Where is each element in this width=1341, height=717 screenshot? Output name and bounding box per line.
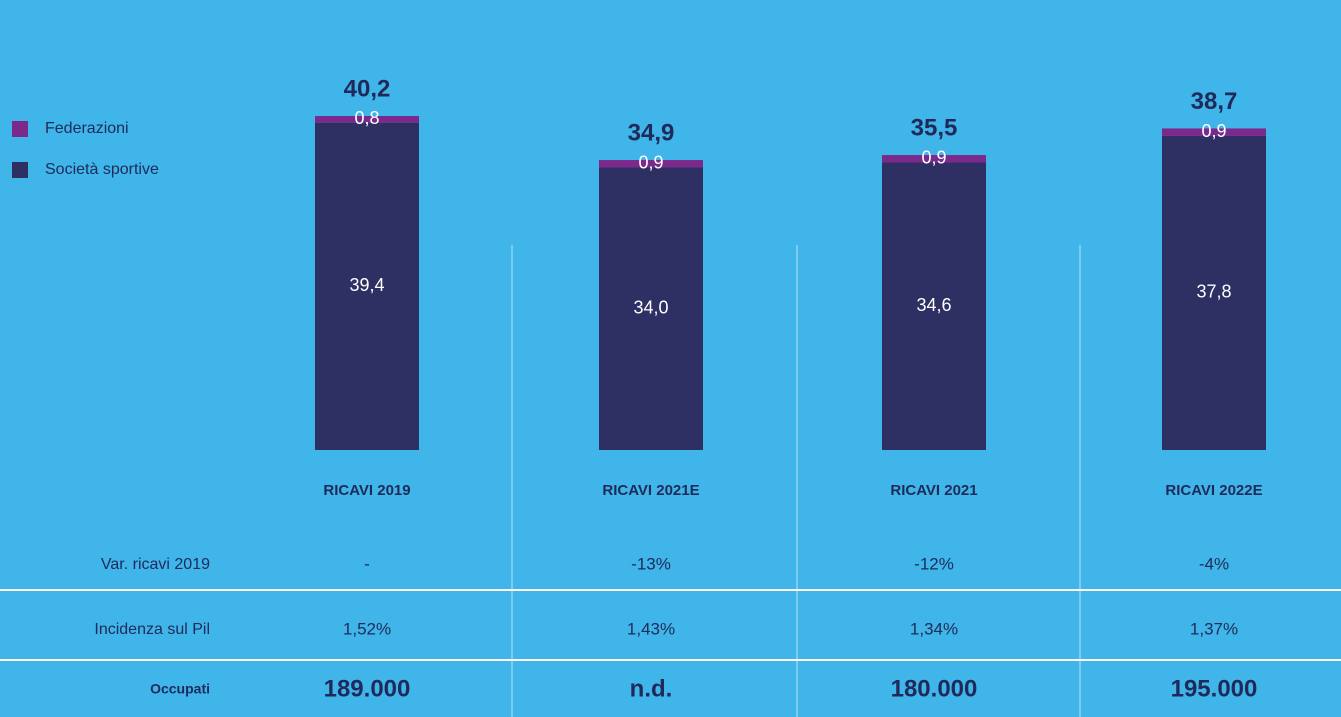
category-label: RICAVI 2022E: [1165, 482, 1262, 499]
category-label: RICAVI 2021: [890, 482, 977, 499]
row-label: Occupati: [150, 681, 210, 697]
bar-segment: [1162, 135, 1266, 450]
table-cell: 195.000: [1171, 675, 1258, 702]
legend-swatch: [12, 121, 28, 137]
table-cell: 1,37%: [1190, 619, 1238, 638]
value-label: 0,9: [1201, 121, 1226, 141]
table-cell: 189.000: [324, 675, 411, 702]
value-label: 0,8: [354, 108, 379, 128]
bar-segment: [882, 162, 986, 451]
row-label: Incidenza sul Pil: [94, 621, 210, 638]
total-label: 35,5: [911, 114, 958, 141]
category-label: RICAVI 2021E: [602, 482, 699, 499]
bar-segment: [599, 160, 703, 168]
value-label: 0,9: [921, 148, 946, 168]
row-label: Var. ricavi 2019: [101, 556, 210, 573]
total-label: 34,9: [628, 119, 675, 146]
value-label: 39,4: [349, 275, 384, 295]
total-label: 40,2: [344, 75, 391, 102]
value-label: 0,9: [638, 153, 663, 173]
total-label: 38,7: [1191, 88, 1238, 115]
table-cell: -12%: [914, 554, 954, 573]
bar-segment: [315, 116, 419, 123]
table-cell: 180.000: [891, 675, 978, 702]
bar-segment: [1162, 128, 1266, 136]
legend-swatch: [12, 162, 28, 178]
table-cell: 1,52%: [343, 619, 391, 638]
value-label: 37,8: [1196, 282, 1231, 302]
table-cell: -: [364, 554, 370, 573]
category-label: RICAVI 2019: [323, 482, 410, 499]
legend-label: Società sportive: [45, 161, 159, 178]
table-cell: -13%: [631, 554, 671, 573]
value-label: 34,0: [633, 298, 668, 318]
table-cell: 1,43%: [627, 619, 675, 638]
table-cell: -4%: [1199, 554, 1229, 573]
table-cell: 1,34%: [910, 619, 958, 638]
value-label: 34,6: [916, 295, 951, 315]
bar-segment: [882, 155, 986, 163]
bar-segment: [599, 167, 703, 450]
legend-label: Federazioni: [45, 120, 129, 137]
table-cell: n.d.: [630, 675, 673, 702]
bar-segment: [315, 122, 419, 451]
